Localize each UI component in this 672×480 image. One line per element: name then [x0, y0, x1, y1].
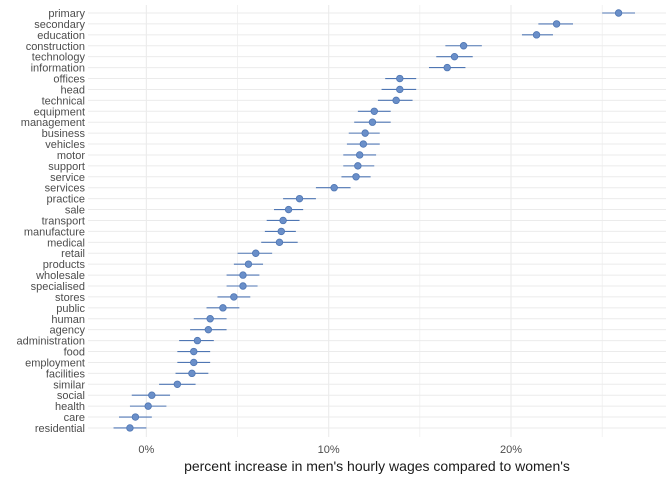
y-tick-label: construction — [26, 41, 85, 53]
data-point — [450, 52, 459, 61]
y-tick-label: transport — [42, 215, 85, 227]
x-tick-label: 0% — [138, 444, 154, 456]
x-axis-title: percent increase in men's hourly wages c… — [184, 458, 570, 474]
data-point — [239, 271, 247, 279]
data-point — [190, 347, 198, 356]
y-tick-label: agency — [50, 325, 86, 337]
y-tick-label: similar — [53, 379, 85, 391]
y-tick-label: head — [61, 84, 85, 96]
y-tick-label: information — [31, 63, 85, 75]
data-point — [355, 151, 364, 159]
data-point — [614, 9, 623, 17]
point-layer — [126, 9, 623, 432]
x-tick-labels: 0% 10% 20% — [138, 444, 522, 456]
y-tick-label: education — [37, 30, 85, 42]
data-point — [239, 282, 247, 290]
y-tick-label: facilities — [46, 368, 86, 380]
data-point — [459, 42, 468, 50]
data-point — [352, 173, 360, 181]
data-point — [284, 205, 293, 214]
y-tick-label: services — [45, 183, 86, 195]
x-tick-label: 20% — [500, 444, 522, 456]
data-point — [126, 424, 134, 432]
data-point — [396, 85, 404, 94]
data-point — [443, 63, 451, 72]
y-tick-label: motor — [57, 150, 85, 162]
data-point — [392, 96, 400, 105]
data-point — [193, 336, 202, 345]
y-tick-label: specialised — [31, 281, 85, 293]
data-point — [148, 391, 156, 399]
y-tick-label: offices — [53, 74, 85, 86]
y-tick-label: care — [64, 412, 85, 424]
data-point — [354, 162, 362, 170]
y-tick-label: food — [64, 347, 85, 359]
y-tick-label: retail — [61, 248, 85, 260]
y-tick-label: support — [48, 161, 85, 173]
y-tick-label: residential — [35, 423, 85, 435]
y-tick-label: technical — [42, 95, 85, 107]
data-point — [552, 20, 561, 28]
y-tick-label: business — [42, 128, 86, 140]
data-point — [144, 402, 152, 410]
data-point — [275, 238, 284, 247]
data-point — [244, 260, 253, 268]
data-point — [206, 315, 214, 323]
y-tick-label: vehicles — [45, 139, 85, 151]
data-point — [188, 369, 196, 378]
data-point — [361, 129, 369, 137]
y-tick-label: health — [55, 401, 85, 413]
data-point — [396, 74, 404, 83]
y-tick-label: manufacture — [24, 226, 85, 238]
y-tick-labels: primarysecondaryeducationconstructiontec… — [17, 8, 86, 435]
data-point — [532, 31, 541, 39]
data-point — [131, 413, 140, 421]
y-tick-label: human — [51, 314, 85, 326]
y-tick-label: secondary — [34, 19, 85, 31]
data-point — [277, 227, 285, 236]
y-tick-label: practice — [46, 194, 85, 206]
y-tick-label: administration — [17, 336, 85, 348]
data-point — [252, 249, 260, 257]
y-tick-label: management — [21, 117, 85, 129]
y-tick-label: wholesale — [35, 270, 85, 282]
data-point — [204, 325, 213, 334]
data-point — [279, 216, 287, 225]
y-tick-label: equipment — [34, 106, 85, 118]
y-tick-label: social — [57, 390, 85, 402]
y-tick-label: service — [50, 172, 85, 184]
data-point — [219, 304, 227, 312]
y-tick-label: public — [56, 303, 85, 315]
grid-layer — [88, 5, 666, 437]
data-point — [190, 358, 198, 367]
y-tick-label: medical — [47, 237, 85, 249]
y-tick-label: primary — [48, 8, 85, 20]
y-tick-label: stores — [55, 292, 85, 304]
data-point — [370, 107, 378, 115]
data-point — [173, 380, 182, 388]
data-point — [230, 293, 238, 301]
y-tick-label: technology — [32, 52, 86, 64]
data-point — [330, 184, 338, 192]
y-tick-label: sale — [65, 205, 85, 217]
data-point — [368, 118, 377, 126]
x-tick-label: 10% — [318, 444, 340, 456]
data-point — [295, 194, 304, 203]
data-point — [359, 140, 368, 148]
y-tick-label: employment — [25, 357, 85, 369]
y-tick-label: products — [43, 259, 86, 271]
